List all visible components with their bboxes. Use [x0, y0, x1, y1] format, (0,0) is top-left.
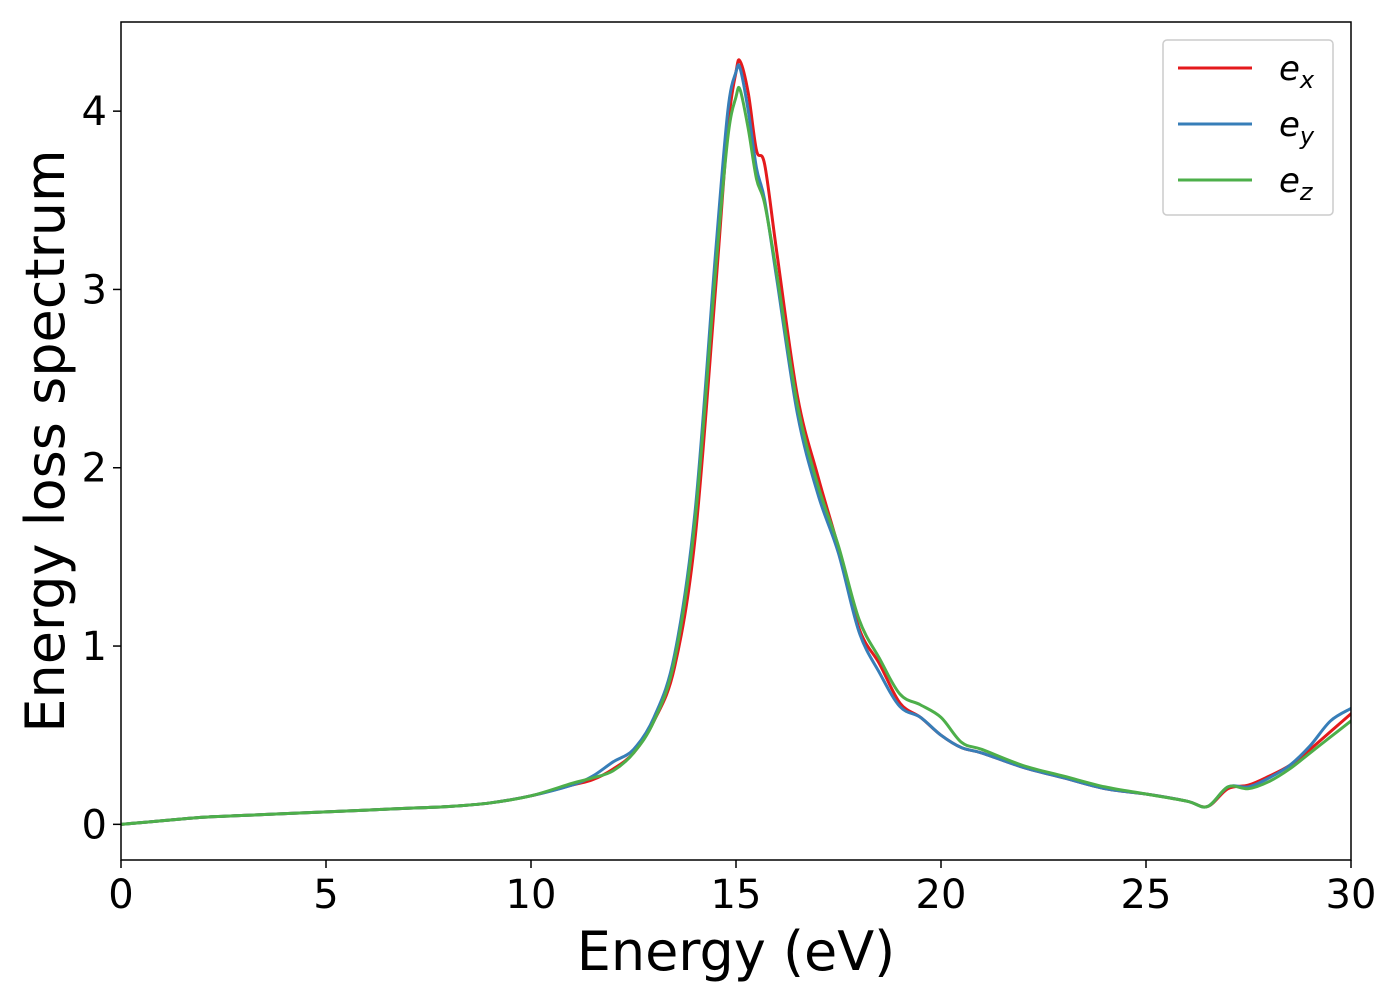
- y-axis-label: Energy loss spectrum: [14, 149, 77, 732]
- x-tick-label: 0: [108, 872, 133, 918]
- x-tick-label: 5: [313, 872, 338, 918]
- ticks-layer: 0 5 10 15 20 25 30 0 1 2 3 4: [82, 89, 1377, 918]
- series-layer: [121, 58, 1351, 826]
- x-tick-label: 30: [1326, 872, 1377, 918]
- y-tick-label: 3: [82, 267, 107, 313]
- y-tick-label: 2: [82, 446, 107, 492]
- x-tick-label: 10: [506, 872, 557, 918]
- legend: ex ey ez: [1162, 39, 1334, 216]
- legend-label-ez: ez: [1279, 161, 1314, 206]
- series-line-ez: [121, 85, 1351, 826]
- legend-label-ey: ey: [1279, 105, 1315, 150]
- y-tick-label: 1: [82, 624, 107, 670]
- legend-box: [1162, 39, 1334, 216]
- legend-label-ex: ex: [1279, 49, 1315, 94]
- x-tick-label: 15: [711, 872, 762, 918]
- y-tick-label: 4: [82, 89, 107, 135]
- y-tick-label: 0: [82, 802, 107, 848]
- x-tick-label: 20: [916, 872, 967, 918]
- x-tick-label: 25: [1121, 872, 1172, 918]
- x-axis-label: Energy (eV): [577, 920, 896, 983]
